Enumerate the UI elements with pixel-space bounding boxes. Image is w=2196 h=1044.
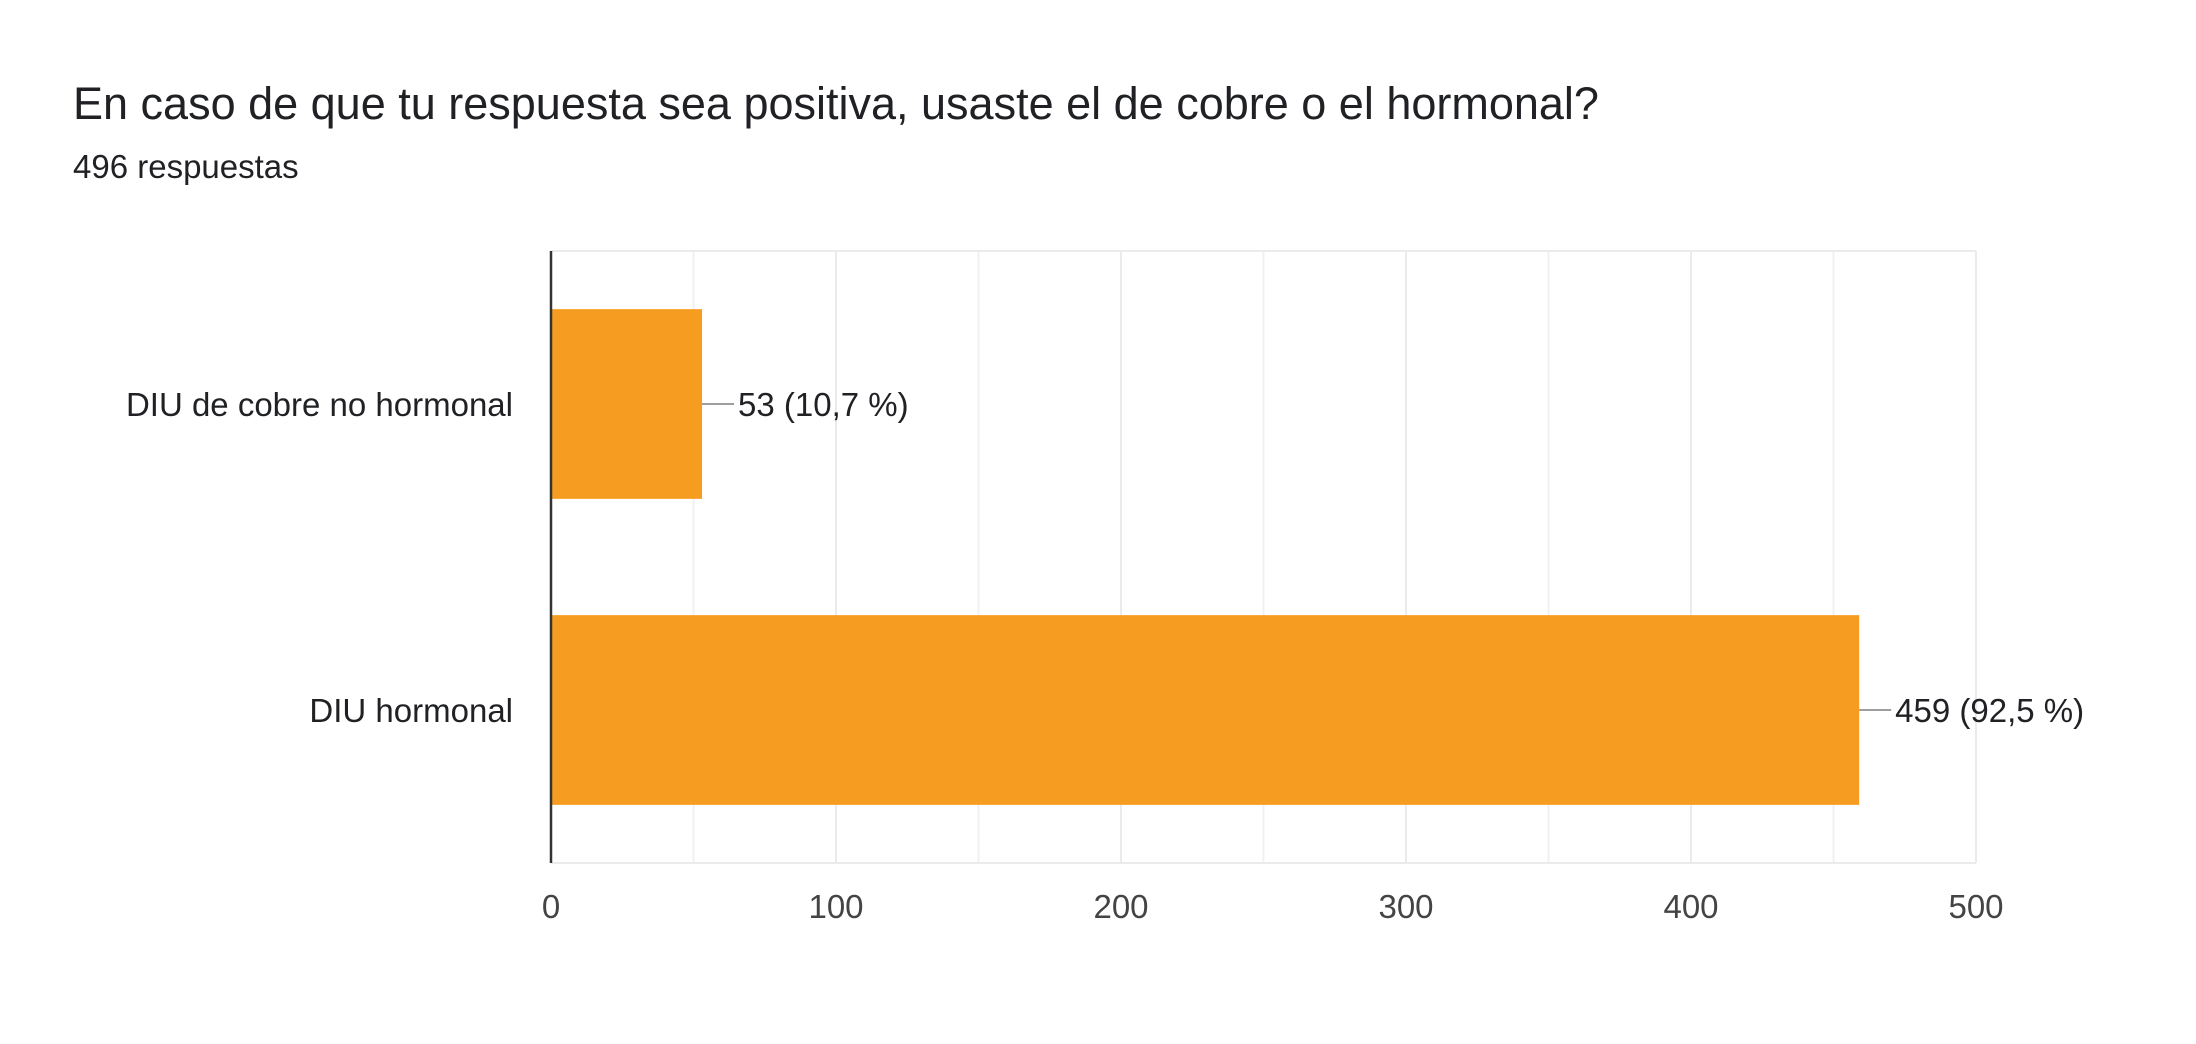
data-label: 459 (92,5 %) (1895, 692, 2084, 729)
bar[interactable] (551, 615, 1860, 805)
bars (551, 309, 1860, 805)
x-tick-label: 500 (1948, 888, 2003, 925)
labels: 0 100 200 300 400 500 DIU de cobre no hormonal… (126, 386, 2084, 925)
data-label: 53 (10,7 %) (738, 386, 909, 423)
x-tick-label: 100 (808, 888, 863, 925)
x-tick-label: 0 (542, 888, 560, 925)
x-tick-label: 400 (1663, 888, 1718, 925)
category-label: DIU de cobre no hormonal (126, 386, 513, 423)
page-title: En caso de que tu respuesta sea positiva… (73, 78, 1599, 129)
x-tick-label: 200 (1093, 888, 1148, 925)
response-count: 496 respuestas (73, 148, 299, 185)
bar[interactable] (551, 309, 703, 499)
x-tick-label: 300 (1378, 888, 1433, 925)
category-label: DIU hormonal (309, 692, 513, 729)
